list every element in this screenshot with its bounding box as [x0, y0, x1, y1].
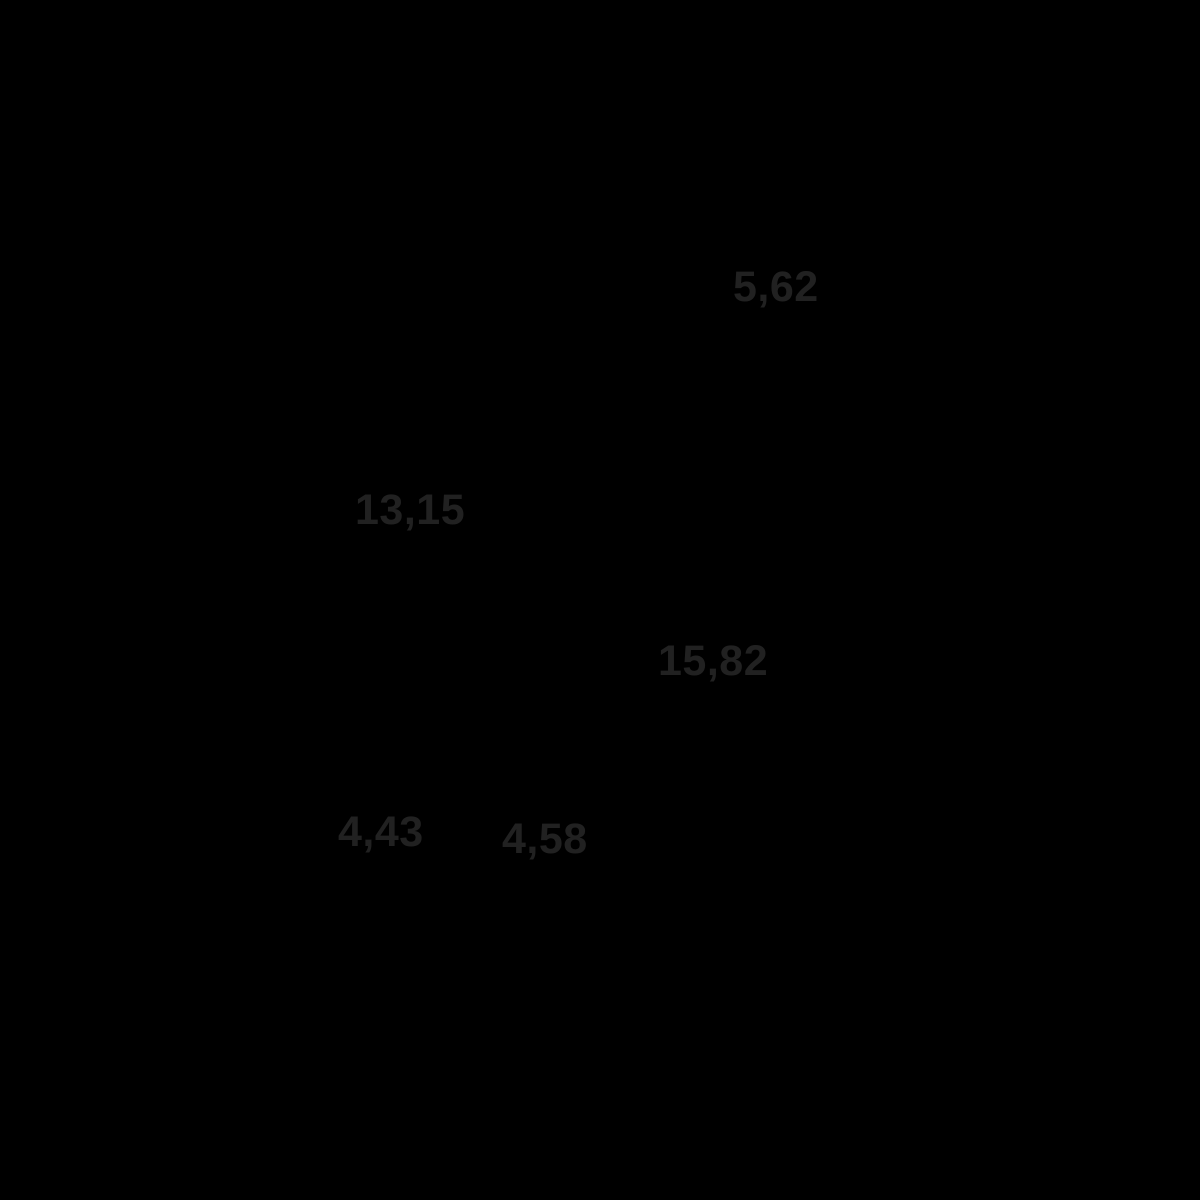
data-label: 15,82 — [658, 637, 769, 685]
data-label: 5,62 — [733, 263, 819, 311]
data-label: 4,43 — [338, 808, 424, 856]
data-label: 4,58 — [502, 815, 588, 863]
data-label: 13,15 — [355, 486, 466, 534]
